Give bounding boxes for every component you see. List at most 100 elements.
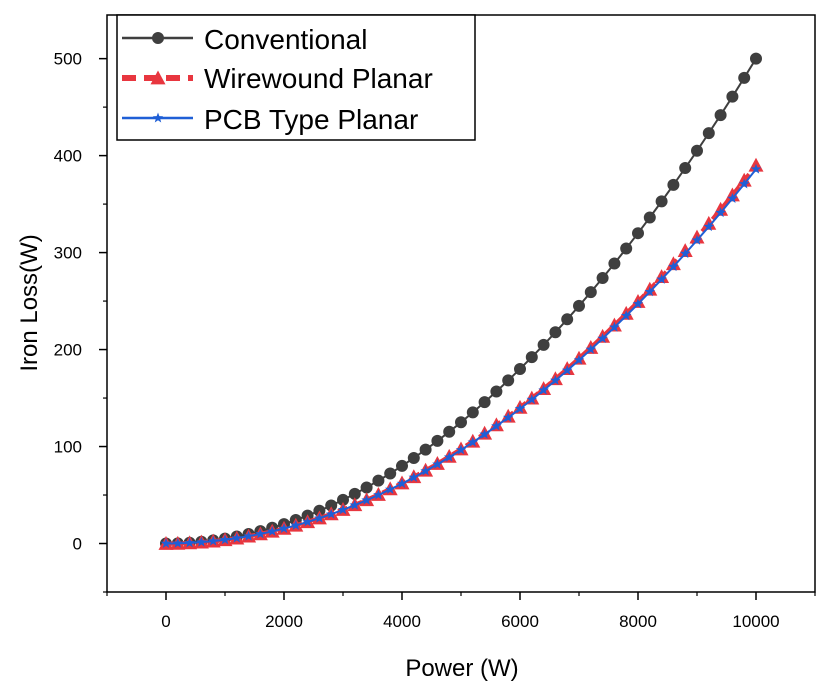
data-point bbox=[691, 144, 703, 157]
data-point bbox=[407, 451, 420, 464]
data-point bbox=[644, 286, 656, 297]
data-point bbox=[431, 434, 444, 447]
legend: Conventional Wirewound Planar PCB Type P… bbox=[116, 14, 476, 141]
y-tick-label: 100 bbox=[54, 438, 82, 457]
data-point bbox=[537, 338, 550, 351]
data-point bbox=[585, 343, 597, 354]
data-point bbox=[573, 354, 585, 365]
y-axis-title: Iron Loss(W) bbox=[16, 234, 43, 371]
data-point bbox=[702, 127, 715, 140]
data-point bbox=[715, 207, 726, 218]
data-point bbox=[609, 321, 620, 332]
data-point bbox=[502, 374, 515, 387]
series-2 bbox=[160, 163, 762, 548]
data-point bbox=[396, 478, 408, 489]
data-point bbox=[668, 261, 679, 272]
data-point bbox=[596, 271, 609, 284]
data-point bbox=[231, 532, 243, 543]
data-point bbox=[243, 530, 254, 541]
data-point bbox=[573, 299, 585, 312]
y-tick-label: 200 bbox=[54, 341, 82, 360]
data-point bbox=[491, 420, 502, 431]
data-point bbox=[726, 90, 739, 103]
data-point bbox=[455, 416, 467, 429]
data-point bbox=[207, 535, 219, 546]
data-point bbox=[584, 286, 597, 299]
data-point bbox=[561, 364, 573, 375]
series-1 bbox=[158, 157, 764, 550]
data-point bbox=[549, 326, 562, 339]
data-point bbox=[255, 528, 266, 539]
series-line bbox=[165, 164, 758, 546]
data-point bbox=[643, 211, 656, 224]
data-point bbox=[691, 234, 703, 245]
data-point bbox=[467, 436, 479, 447]
data-point bbox=[538, 384, 549, 395]
data-point bbox=[278, 523, 290, 533]
data-point bbox=[337, 504, 349, 515]
data-point bbox=[396, 459, 408, 472]
data-point bbox=[679, 248, 691, 259]
y-tick-label: 300 bbox=[54, 244, 82, 263]
data-point bbox=[514, 362, 526, 375]
data-point bbox=[219, 534, 231, 545]
data-point bbox=[443, 451, 455, 462]
data-point bbox=[314, 512, 325, 523]
data-point bbox=[679, 162, 692, 175]
series-0 bbox=[160, 52, 762, 550]
y-tick-label: 0 bbox=[73, 535, 82, 554]
data-point bbox=[714, 109, 727, 122]
x-axis-title: Power (W) bbox=[405, 655, 518, 682]
data-point bbox=[597, 333, 608, 343]
data-point bbox=[550, 374, 561, 385]
legend-marker-1 bbox=[150, 70, 166, 85]
data-point bbox=[738, 71, 751, 84]
legend-label-pcb-type-planar: PCB Type Planar bbox=[204, 104, 418, 135]
legend-label-wirewound-planar: Wirewound Planar bbox=[204, 63, 433, 94]
data-point bbox=[266, 525, 278, 536]
legend-marker-2 bbox=[152, 112, 164, 123]
legend-label-conventional: Conventional bbox=[204, 24, 367, 55]
data-point bbox=[384, 467, 397, 480]
series-layer bbox=[158, 52, 764, 550]
data-point bbox=[432, 458, 443, 469]
data-point bbox=[620, 242, 633, 255]
data-point bbox=[750, 163, 762, 174]
data-point bbox=[384, 483, 396, 494]
data-point bbox=[372, 474, 385, 487]
data-point bbox=[302, 516, 313, 527]
data-point bbox=[738, 178, 750, 189]
x-tick-label: 4000 bbox=[383, 612, 421, 631]
data-point bbox=[325, 508, 337, 519]
data-point bbox=[667, 178, 680, 191]
data-point bbox=[502, 412, 514, 423]
data-point bbox=[608, 257, 621, 270]
data-point bbox=[750, 52, 762, 65]
x-tick-label: 0 bbox=[161, 612, 170, 631]
x-tick-label: 8000 bbox=[619, 612, 657, 631]
axis-ticks: 0 2000 4000 6000 8000 10000 0 100 200 300 400 500 bbox=[54, 50, 816, 631]
x-tick-label: 2000 bbox=[265, 612, 303, 631]
data-point bbox=[620, 310, 632, 321]
data-point bbox=[655, 195, 668, 208]
data-point bbox=[561, 313, 574, 326]
data-point bbox=[349, 499, 361, 510]
legend-swatches bbox=[122, 32, 193, 123]
data-point bbox=[408, 471, 420, 482]
data-point bbox=[466, 406, 479, 419]
data-point bbox=[419, 443, 432, 456]
data-point bbox=[455, 444, 467, 455]
data-point bbox=[290, 519, 302, 530]
data-point bbox=[361, 494, 372, 505]
data-point bbox=[172, 537, 184, 548]
data-point bbox=[514, 403, 526, 414]
data-point bbox=[373, 489, 384, 500]
data-point bbox=[420, 465, 431, 476]
data-point bbox=[525, 351, 538, 364]
data-point bbox=[526, 394, 538, 405]
y-tick-label: 400 bbox=[54, 147, 82, 166]
x-tick-label: 10000 bbox=[732, 612, 779, 631]
data-point bbox=[360, 481, 373, 494]
data-point bbox=[632, 298, 644, 309]
